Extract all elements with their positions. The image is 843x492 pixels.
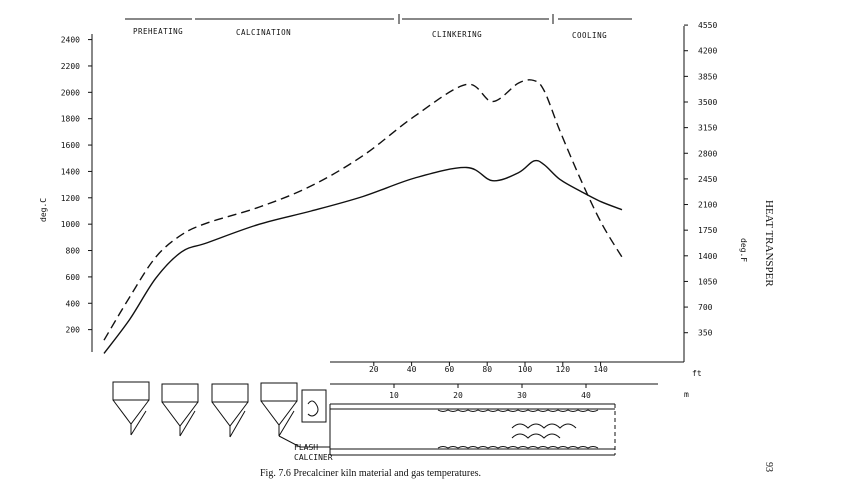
ft-ticks: 20 40 60 80 100 120 140 <box>369 362 608 374</box>
left-tick-label: 400 <box>66 299 81 308</box>
right-tick-label: 350 <box>698 329 713 338</box>
ft-tick-label: 100 <box>518 365 533 374</box>
x-axis-ft-label: ft <box>692 369 702 378</box>
preheater-cyclone-4 <box>260 382 298 436</box>
axes <box>91 26 685 363</box>
right-tick-label: 4550 <box>698 21 717 30</box>
right-tick-label: 3500 <box>698 98 717 107</box>
ft-tick-label: 40 <box>407 365 417 374</box>
ft-tick-label: 60 <box>445 365 455 374</box>
kiln-flame <box>511 423 577 439</box>
equipment-label-calciner: CALCINER <box>294 453 333 462</box>
preheater-cyclone-3 <box>211 383 249 437</box>
left-tick-label: 1800 <box>61 115 80 124</box>
equipment-label-flash: FLASH <box>294 443 318 452</box>
right-tick-label: 3150 <box>698 124 717 133</box>
left-tick-label: 800 <box>66 247 81 256</box>
y-axis-label-left: deg.C <box>39 198 48 222</box>
ft-tick-label: 20 <box>369 365 379 374</box>
right-tick-label: 2800 <box>698 149 717 158</box>
right-tick-label: 700 <box>698 303 713 312</box>
figure-caption: Fig. 7.6 Precalciner kiln material and g… <box>260 468 481 479</box>
m-ticks: 10 20 30 40 <box>389 384 591 400</box>
left-tick-label: 200 <box>66 326 81 335</box>
right-tick-label: 3850 <box>698 72 717 81</box>
left-ticks: 200 400 600 800 1000 1200 1400 1600 1800 2000 2200… <box>61 36 92 335</box>
stage-bar <box>125 14 632 24</box>
m-tick-label: 10 <box>389 391 399 400</box>
right-tick-label: 4200 <box>698 47 717 56</box>
page-margin-title: HEAT TRANSPER <box>763 200 775 287</box>
left-tick-label: 1000 <box>61 220 80 229</box>
right-tick-label: 1050 <box>698 277 717 286</box>
left-tick-label: 2400 <box>61 36 80 45</box>
stage-cooling: COOLING <box>572 31 607 40</box>
right-tick-label: 1750 <box>698 226 717 235</box>
x-axis-m-label: m <box>684 390 689 399</box>
kiln-charge-top <box>437 409 599 412</box>
equipment-schematic <box>112 381 616 456</box>
left-tick-label: 2000 <box>61 88 80 97</box>
left-tick-label: 1600 <box>61 141 80 150</box>
riser-duct <box>278 435 330 448</box>
stage-calcination: CALCINATION <box>236 28 291 37</box>
m-tick-label: 20 <box>453 391 463 400</box>
preheater-cyclone-1 <box>112 381 150 435</box>
stage-preheating: PREHEATING <box>133 27 183 36</box>
left-tick-label: 2200 <box>61 62 80 71</box>
rotary-kiln <box>329 403 616 456</box>
cyclone-connecting-duct <box>130 410 295 438</box>
gas-temperature-line <box>103 79 623 341</box>
m-tick-label: 30 <box>517 391 527 400</box>
flash-calciner-burner <box>307 400 319 417</box>
right-ticks: 350 700 1050 1400 1750 2100 2450 2800 3150 3500 38… <box>684 21 717 338</box>
ft-tick-label: 140 <box>593 365 608 374</box>
stage-clinkering: CLINKERING <box>432 30 482 39</box>
preheater-cyclone-2 <box>161 383 199 436</box>
left-tick-label: 600 <box>66 273 81 282</box>
left-tick-label: 1200 <box>61 194 80 203</box>
y-axis-label-right: deg.F <box>739 238 748 262</box>
kiln-charge-bottom <box>437 446 599 449</box>
right-tick-label: 1400 <box>698 252 717 261</box>
ft-tick-label: 80 <box>482 365 492 374</box>
m-tick-label: 40 <box>581 391 591 400</box>
material-temperature-line <box>103 159 623 354</box>
page-number: 93 <box>763 462 774 472</box>
right-tick-label: 2100 <box>698 201 717 210</box>
ft-tick-label: 120 <box>556 365 571 374</box>
right-tick-label: 2450 <box>698 175 717 184</box>
flash-calciner <box>301 389 327 423</box>
left-tick-label: 1400 <box>61 167 80 176</box>
